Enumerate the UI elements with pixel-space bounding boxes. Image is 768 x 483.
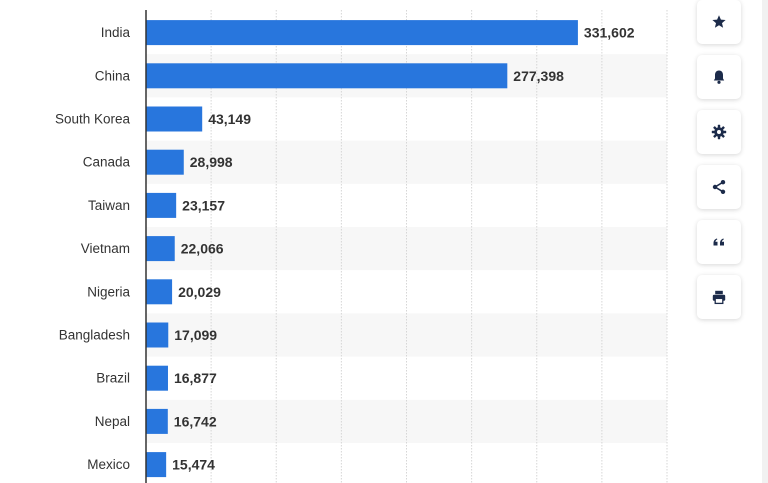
bar[interactable] <box>146 365 168 391</box>
value-label: 43,149 <box>208 111 251 127</box>
settings-button[interactable] <box>697 110 741 154</box>
value-label: 22,066 <box>181 241 224 257</box>
value-label: 20,029 <box>178 284 221 300</box>
value-label: 277,398 <box>513 68 564 84</box>
printer-icon <box>711 289 727 305</box>
bar-chart: India China South Korea Canada Taiwan Vietnam… <box>55 10 668 483</box>
value-label: 331,602 <box>584 25 635 41</box>
category-label: Canada <box>83 155 131 170</box>
category-label: Mexico <box>87 457 130 472</box>
value-labels: 331,602 277,398 43,149 28,998 23,157 22,066 20… <box>172 25 635 473</box>
share-button[interactable] <box>697 165 741 209</box>
star-icon <box>711 14 727 30</box>
value-label: 16,742 <box>174 413 217 429</box>
value-label: 28,998 <box>190 154 233 170</box>
print-button[interactable] <box>697 275 741 319</box>
bar[interactable] <box>146 236 175 262</box>
gear-icon <box>711 124 727 140</box>
bar[interactable] <box>146 192 177 218</box>
side-toolbar <box>697 0 741 330</box>
bar[interactable] <box>146 63 508 89</box>
category-label: Nigeria <box>87 284 130 299</box>
bar[interactable] <box>146 408 168 434</box>
notification-button[interactable] <box>697 55 741 99</box>
cite-button[interactable] <box>697 220 741 264</box>
category-label: Brazil <box>96 371 130 386</box>
category-label: China <box>95 68 131 83</box>
value-label: 16,877 <box>174 370 217 386</box>
category-label: Vietnam <box>81 241 130 256</box>
bars <box>146 20 578 478</box>
row-band <box>146 140 667 184</box>
value-label: 23,157 <box>182 197 225 213</box>
quote-icon <box>711 234 727 250</box>
bar[interactable] <box>146 20 578 46</box>
category-label: South Korea <box>55 112 131 127</box>
value-label: 17,099 <box>174 327 217 343</box>
category-labels: India China South Korea Canada Taiwan Vietnam… <box>55 25 131 472</box>
bar[interactable] <box>146 452 167 478</box>
value-label: 15,474 <box>172 457 215 473</box>
category-label: Bangladesh <box>59 328 130 343</box>
category-label: Taiwan <box>88 198 130 213</box>
scrollbar-track[interactable] <box>762 0 768 483</box>
share-icon <box>711 179 727 195</box>
bar[interactable] <box>146 322 169 348</box>
bar[interactable] <box>146 149 184 175</box>
category-label: India <box>101 25 131 40</box>
bar[interactable] <box>146 106 203 132</box>
bell-icon <box>711 69 727 85</box>
bar[interactable] <box>146 279 173 305</box>
favorite-button[interactable] <box>697 0 741 44</box>
gridlines <box>210 10 668 483</box>
category-label: Nepal <box>95 414 130 429</box>
